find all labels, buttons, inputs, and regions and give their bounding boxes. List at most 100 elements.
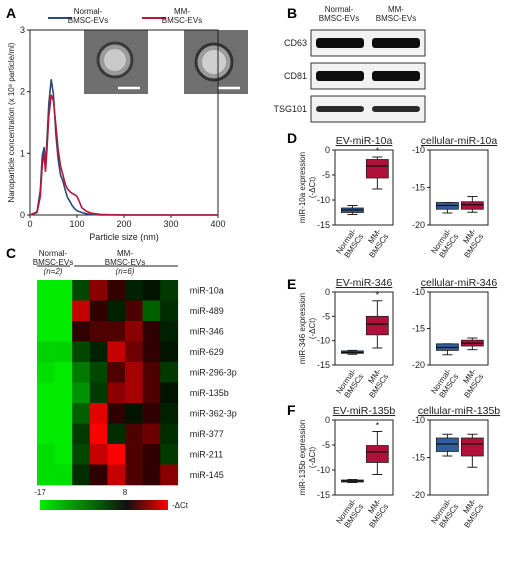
heatmap-cell <box>107 341 126 363</box>
heatmap-cell <box>54 280 73 301</box>
heatmap-cell <box>125 382 143 404</box>
boxplot-ytick-label: -10 <box>317 195 330 205</box>
boxplot-axes-frame <box>334 149 394 226</box>
boxplot-axes-frame <box>429 419 489 496</box>
colorbar-title: -ΔCt <box>172 501 189 510</box>
heatmap-cell <box>72 362 91 383</box>
heatmap-cell <box>54 382 73 404</box>
boxplot-xcat-label: Normal-BMSCs <box>429 227 460 261</box>
heatmap-row-label: miR-362-3p <box>190 408 237 418</box>
heatmap-cell <box>160 403 179 424</box>
heatmap-group-mm: MM-BMSC-EVs <box>105 249 145 267</box>
heatmap-cell <box>72 444 91 465</box>
heatmap-cell <box>72 464 91 486</box>
blot-row-label: TSG101 <box>273 104 307 114</box>
panel-a-ytick-label: 2 <box>20 87 25 97</box>
panel-a-xtick-label: 400 <box>210 219 225 229</box>
heatmap-cell <box>107 362 126 383</box>
boxplot-ytick-label: -10 <box>317 336 330 346</box>
heatmap-cell <box>72 403 91 424</box>
heatmap-cell <box>54 403 73 424</box>
heatmap-row-label: miR-489 <box>190 306 224 316</box>
heatmap-cell <box>72 341 91 363</box>
boxplot-ytick-label: 0 <box>325 415 330 425</box>
em-image-mm <box>184 30 248 94</box>
heatmap-cell <box>142 362 161 383</box>
heatmap-cell <box>107 464 126 486</box>
boxplot-xcat-label: Normal-BMSCs <box>334 367 365 401</box>
panel-label-a: A <box>6 5 16 21</box>
panel-a-ytick-label: 1 <box>20 148 25 158</box>
heatmap-cell <box>89 300 108 322</box>
heatmap-cell <box>37 321 55 342</box>
heatmap-cell <box>125 321 143 342</box>
heatmap-cell <box>160 300 179 322</box>
heatmap-cell <box>54 423 73 445</box>
heatmap-cell <box>37 464 55 486</box>
heatmap-cell <box>125 362 143 383</box>
heatmap-cell <box>142 382 161 404</box>
heatmap-cell <box>37 341 55 363</box>
boxplot-title: cellular-miR-135b <box>418 405 500 417</box>
heatmap-cell <box>107 382 126 404</box>
boxplot-ytick-label: -10 <box>317 465 330 475</box>
boxplot-xcat-label: Normal-BMSCs <box>334 497 365 531</box>
heatmap-cell <box>125 341 143 363</box>
panel-a-xtick-label: 0 <box>27 219 32 229</box>
boxplot-ylabel: miR-135b expression(-ΔCt) <box>298 420 317 496</box>
boxplot-xcat-label: MM-BMSCs <box>455 497 485 530</box>
significance-star: * <box>376 146 380 156</box>
heatmap-row-label: miR-135b <box>190 388 229 398</box>
blot-band <box>372 106 420 112</box>
boxplot-panel-2: cellular-miR-10a-10 -15 -20 Normal-BMSCs MM-… <box>412 135 497 261</box>
boxplot-xcat-label: MM-BMSCs <box>455 227 485 260</box>
significance-star: * <box>376 421 380 431</box>
boxplot-box <box>365 315 389 336</box>
heatmap-cell <box>89 444 108 465</box>
heatmap-row-label: miR-145 <box>190 470 224 480</box>
boxplot-ytick-label: -20 <box>412 490 425 500</box>
panel-a-series-line-normal <box>29 79 218 216</box>
boxplot-box <box>460 437 484 457</box>
blot-band <box>372 38 420 48</box>
heatmap-cell <box>125 280 143 301</box>
boxplot-ytick-label: -20 <box>412 360 425 370</box>
boxplot-ytick-label: -15 <box>317 220 330 230</box>
boxplot-ytick-label: -20 <box>412 220 425 230</box>
blot-band <box>316 71 364 81</box>
boxplot-axes-frame <box>429 149 489 226</box>
heatmap-cell <box>54 444 73 465</box>
panel-a-legend-label: Normal-BMSC-EVs <box>68 7 108 25</box>
heatmap-cell <box>160 444 179 465</box>
colorbar-min-label: -17 <box>34 488 46 497</box>
heatmap-cell <box>160 423 179 445</box>
boxplot-ytick-label: -15 <box>412 183 425 193</box>
heatmap-group-normal-n: (n=2) <box>44 267 63 276</box>
heatmap-cell <box>54 300 73 322</box>
panel-label-b: B <box>287 5 297 21</box>
heatmap-cell <box>107 300 126 322</box>
heatmap-group-normal: Normal-BMSC-EVs <box>33 249 73 267</box>
heatmap-cell <box>72 321 91 342</box>
boxplot-xcat-label: MM-BMSCs <box>360 497 390 530</box>
heatmap-cell <box>125 444 143 465</box>
heatmap-cell <box>37 300 55 322</box>
boxplot-ytick-label: -10 <box>412 415 425 425</box>
heatmap-cell <box>37 280 55 301</box>
blot-band <box>372 71 420 81</box>
boxplot-axes-frame <box>334 419 394 496</box>
boxplot-panel-4: cellular-miR-346-10 -15 -20 Normal-BMSCs MM-… <box>412 277 497 400</box>
panel-a-ylabel: Nanoparticle concentration (x 10⁸ partic… <box>7 42 16 202</box>
heatmap-cell <box>142 341 161 363</box>
boxplot-xcat-label: MM-BMSCs <box>360 227 390 260</box>
boxplot-title: EV-miR-135b <box>333 405 396 417</box>
boxplot-box <box>365 159 389 179</box>
heatmap-row-label: miR-296-3p <box>190 367 237 377</box>
heatmap-cell <box>125 403 143 424</box>
boxplot-box <box>435 437 459 452</box>
boxplot-ytick-label: -5 <box>322 440 330 450</box>
heatmap-cell <box>54 341 73 363</box>
panel-c-heatmap: Normal-BMSC-EVs(n=2) MM-BMSC-EVs(n=6) miR-… <box>33 249 237 510</box>
